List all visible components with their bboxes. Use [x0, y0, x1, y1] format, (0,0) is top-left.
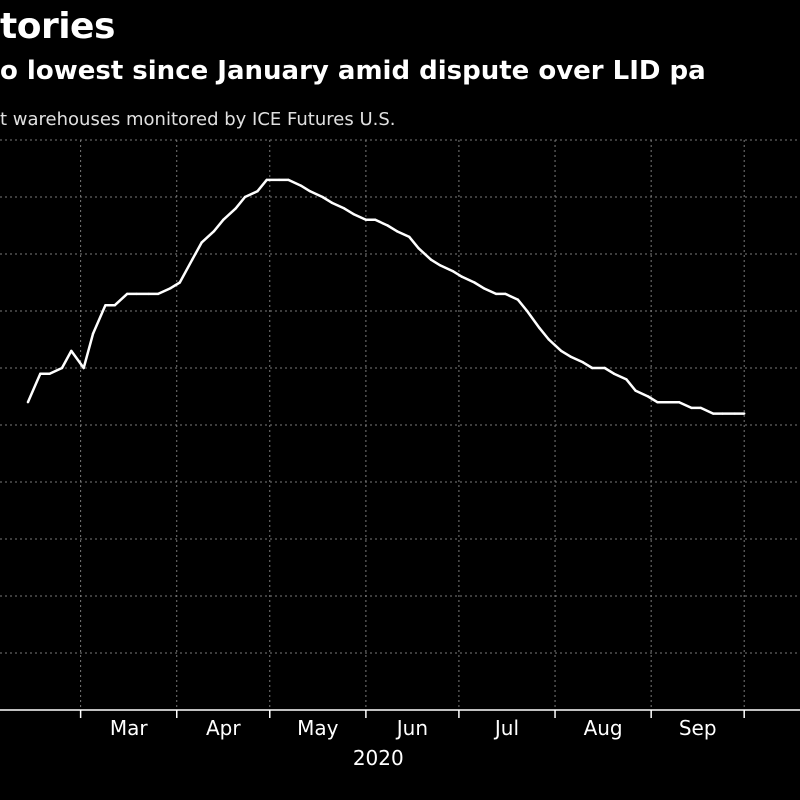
data-point	[343, 207, 346, 210]
data-point	[212, 230, 216, 233]
data-point	[581, 361, 585, 364]
data-point	[39, 372, 42, 375]
data-point	[234, 207, 237, 210]
x-tick-label: Jun	[395, 716, 428, 740]
data-point	[646, 395, 650, 398]
data-point	[721, 412, 724, 415]
data-point	[525, 309, 529, 313]
data-point	[352, 212, 355, 216]
data-point	[504, 292, 507, 296]
data-point	[668, 401, 671, 404]
data-point	[82, 366, 85, 370]
data-point	[516, 298, 519, 301]
data-point	[104, 304, 107, 307]
x-tick-label: May	[297, 716, 339, 740]
data-point	[560, 349, 563, 353]
data-point	[26, 401, 30, 404]
data-point	[625, 378, 628, 381]
data-point	[494, 292, 498, 296]
x-tick-label: Aug	[584, 716, 623, 740]
data-point	[243, 195, 247, 199]
series-layer	[26, 178, 746, 415]
data-point	[677, 401, 681, 404]
x-tick-label: Sep	[679, 716, 717, 740]
data-point	[60, 366, 64, 370]
data-point	[603, 366, 606, 370]
data-point	[547, 338, 550, 341]
data-point	[712, 412, 715, 415]
chart-description: t warehouses monitored by ICE Futures U.…	[0, 109, 396, 130]
data-point	[656, 401, 659, 404]
x-tick-label: Apr	[206, 716, 241, 740]
data-point	[591, 366, 594, 370]
data-point	[135, 292, 138, 296]
data-point	[200, 241, 203, 244]
data-point	[156, 292, 160, 296]
data-point	[147, 292, 150, 296]
x-axis: Mar Apr May Jun Jul Aug Sep 2020	[0, 709, 800, 770]
data-point	[690, 406, 693, 410]
data-point	[538, 326, 541, 330]
data-point	[277, 178, 281, 182]
x-year-label: 2020	[353, 746, 404, 770]
data-point	[417, 247, 420, 250]
series-line	[26, 178, 745, 415]
data-point	[482, 287, 485, 290]
data-point	[699, 406, 702, 410]
data-point	[70, 349, 73, 353]
data-point	[113, 304, 116, 307]
x-tick-label: Jul	[493, 716, 519, 740]
data-point	[612, 372, 616, 375]
data-point	[91, 332, 95, 335]
data-point	[460, 275, 464, 278]
data-point	[125, 292, 129, 296]
data-point	[256, 190, 259, 193]
chart-title: tories	[0, 6, 115, 47]
data-point	[429, 258, 433, 261]
x-tick-label: Mar	[110, 716, 149, 740]
data-point	[287, 178, 290, 182]
data-point	[169, 287, 172, 290]
data-point	[222, 218, 225, 221]
chart-subtitle: o lowest since January amid dispute over…	[0, 56, 706, 86]
data-point	[321, 195, 324, 199]
data-point	[374, 218, 377, 221]
data-point	[386, 224, 389, 227]
data-point	[569, 355, 572, 358]
data-point	[299, 184, 302, 187]
data-point	[48, 372, 51, 375]
data-point	[439, 264, 442, 267]
data-point	[364, 218, 368, 221]
data-point	[473, 281, 476, 284]
data-point	[634, 389, 637, 392]
data-point	[733, 412, 737, 415]
data-point	[178, 281, 181, 284]
data-point	[408, 235, 411, 239]
data-point	[451, 269, 454, 273]
data-point	[308, 190, 312, 193]
data-point	[395, 230, 399, 233]
data-point	[191, 258, 194, 261]
data-point	[330, 201, 333, 204]
data-point	[743, 412, 746, 415]
grid-layer	[0, 139, 800, 710]
data-point	[265, 178, 268, 182]
